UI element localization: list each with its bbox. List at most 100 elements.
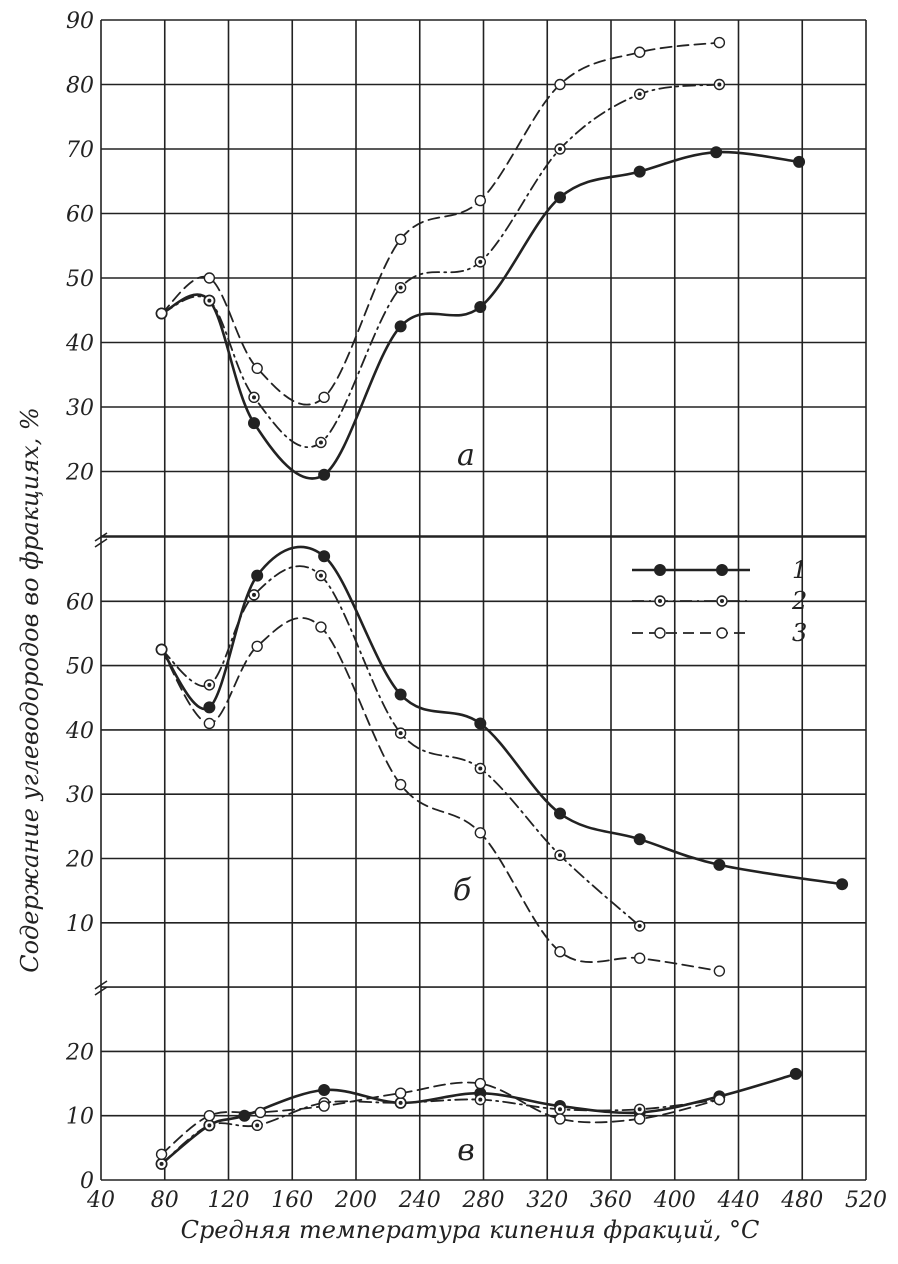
x-tick-label: 440	[717, 1188, 760, 1213]
data-point-series-1	[793, 155, 806, 168]
data-point-series-1	[474, 717, 487, 730]
y-tick-label: 50	[66, 655, 94, 680]
series-line-3	[160, 1081, 721, 1156]
data-point-series-1	[251, 569, 264, 582]
data-point-series-1	[318, 550, 331, 563]
y-tick-label: 60	[66, 590, 94, 615]
x-tick-label: 360	[590, 1188, 632, 1213]
y-tick-label: 20	[65, 848, 94, 873]
data-point-series-2	[474, 762, 487, 775]
data-point-series-3	[155, 307, 168, 320]
series-line-1	[160, 1072, 798, 1166]
axis-break-mark	[94, 538, 108, 548]
data-point-series-3	[315, 621, 327, 633]
data-point-series-1	[394, 688, 407, 701]
data-point-series-2	[633, 920, 646, 932]
legend-label-1: 1	[792, 556, 807, 584]
data-point-series-3	[254, 1106, 267, 1119]
data-point-series-3	[203, 717, 216, 730]
data-point-series-2	[474, 256, 487, 268]
data-point-series-3	[394, 233, 407, 246]
data-point-series-2	[315, 436, 327, 449]
data-point-series-2	[554, 1103, 566, 1115]
legend-label-2: 2	[791, 587, 807, 615]
data-point-series-2	[203, 1119, 216, 1132]
data-point-series-1	[710, 146, 723, 159]
legend-marker-1	[654, 564, 666, 576]
x-tick-label: 400	[653, 1188, 696, 1213]
data-point-series-1	[248, 417, 260, 430]
data-point-series-3	[155, 1148, 168, 1160]
data-point-series-3	[251, 362, 263, 374]
data-point-series-3	[203, 1109, 216, 1122]
legend-marker-1	[716, 564, 728, 576]
data-point-series-1	[318, 1083, 331, 1096]
data-point-series-2	[633, 88, 646, 100]
data-point-series-3	[318, 391, 330, 404]
legend-marker-3	[716, 627, 728, 639]
data-point-series-2	[251, 1119, 263, 1132]
y-tick-label: 20	[65, 461, 94, 486]
panel-letter: в	[457, 1133, 474, 1168]
x-tick-label: 480	[780, 1188, 823, 1213]
legend-label-3: 3	[792, 619, 807, 647]
data-point-series-3	[474, 194, 487, 207]
y-tick-label: 0	[80, 1169, 94, 1194]
y-axis-title: Содержание углеводородов во фракциях, %	[16, 407, 44, 973]
y-tick-label: 10	[66, 1105, 94, 1130]
series-line-1	[160, 545, 844, 886]
data-point-series-2	[554, 143, 566, 155]
data-point-series-1	[474, 301, 487, 314]
axis-break-mark	[94, 986, 108, 996]
y-tick-label: 20	[65, 1040, 94, 1065]
y-tick-label: 40	[65, 332, 94, 357]
series-layer	[155, 36, 849, 1170]
data-point-series-3	[554, 78, 566, 91]
data-point-series-2	[474, 1093, 487, 1106]
data-point-series-2	[248, 589, 260, 601]
data-point-series-3	[474, 827, 487, 839]
series-line-2	[160, 83, 721, 449]
grid	[100, 19, 867, 1181]
y-tick-label: 30	[66, 396, 94, 421]
x-tick-label: 200	[334, 1188, 377, 1213]
data-point-series-3	[394, 778, 407, 791]
data-point-series-1	[789, 1067, 802, 1080]
x-tick-label: 120	[208, 1188, 250, 1213]
data-point-series-3	[554, 946, 566, 958]
y-tick-label: 90	[66, 9, 94, 34]
y-tick-label: 80	[66, 74, 94, 99]
data-point-series-3	[713, 1093, 726, 1106]
data-point-series-3	[318, 1100, 330, 1112]
x-tick-label: 40	[86, 1188, 115, 1213]
data-point-series-3	[633, 1113, 646, 1125]
data-point-series-1	[554, 191, 566, 204]
data-point-series-2	[248, 391, 260, 404]
data-point-series-1	[713, 858, 726, 871]
data-point-series-3	[394, 1087, 407, 1099]
data-point-series-3	[554, 1113, 566, 1125]
panel-letter: а	[457, 438, 475, 473]
data-point-series-1	[633, 833, 646, 846]
data-point-series-2	[713, 78, 726, 91]
data-point-series-3	[713, 36, 726, 49]
axis-break-mark	[94, 532, 108, 542]
data-point-series-3	[251, 640, 263, 653]
y-tick-label: 40	[65, 719, 94, 744]
x-tick-label: 240	[398, 1188, 441, 1213]
data-point-series-2	[203, 294, 216, 307]
data-point-series-1	[318, 468, 331, 481]
y-tick-label: 60	[66, 203, 94, 228]
data-point-series-1	[554, 807, 566, 820]
data-point-series-3	[474, 1077, 487, 1090]
panel-letter: б	[453, 873, 472, 908]
x-axis-title: Средняя температура кипения фракций, °C	[181, 1216, 760, 1244]
data-point-series-2	[155, 1158, 168, 1170]
x-tick-label: 80	[151, 1188, 179, 1213]
x-tick-label: 520	[845, 1188, 887, 1213]
data-point-series-3	[633, 46, 646, 58]
y-tick-label: 30	[66, 783, 94, 808]
data-point-series-1	[633, 165, 646, 178]
